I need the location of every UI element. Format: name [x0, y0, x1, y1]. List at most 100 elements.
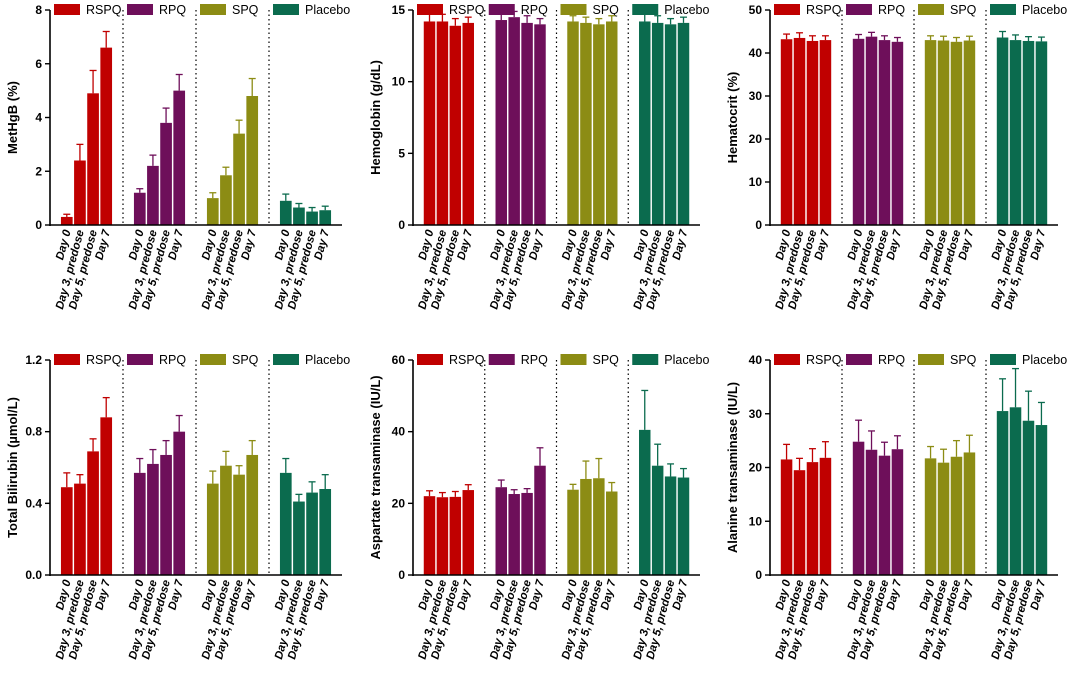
bar-spq-0: [206, 483, 219, 575]
y-tick-label: 20: [392, 496, 406, 510]
bar-placebo-0: [996, 411, 1009, 575]
legend-item-spq: SPQ: [200, 3, 259, 17]
bar-rspq-1: [436, 21, 449, 225]
bar-rpq-2: [160, 454, 172, 575]
bar-placebo-1: [651, 465, 664, 575]
bar-placebo-0: [279, 200, 292, 225]
bar-placebo-3: [677, 22, 690, 226]
bar-rspq-3: [819, 40, 832, 225]
bar-rpq-2: [521, 22, 533, 226]
legend-swatch: [417, 354, 443, 365]
y-tick-label: 5: [398, 146, 405, 160]
bar-rpq-3: [534, 24, 546, 226]
y-axis-title: Hemoglobin (g/dL): [368, 60, 383, 175]
legend-item-placebo: Placebo: [990, 353, 1067, 367]
legend-swatch: [560, 354, 587, 365]
y-tick-label: 10: [749, 514, 763, 528]
bar-placebo-0: [996, 37, 1009, 225]
bar-rpq-2: [160, 122, 172, 225]
legend-label: RPQ: [878, 3, 905, 17]
bar-placebo-1: [651, 22, 664, 226]
legend-swatch: [918, 4, 944, 15]
legend-swatch: [488, 354, 515, 365]
y-tick-label: 20: [749, 132, 763, 146]
bar-spq-2: [593, 24, 605, 226]
bar-rspq-0: [780, 459, 793, 575]
bar-placebo-2: [664, 476, 677, 575]
chart-alt: 0 10 20 30 40 Alanine transaminase (IU/L) RSPQ…: [725, 353, 1067, 661]
y-tick-label: 2: [35, 164, 42, 178]
legend-label: RSPQ: [86, 353, 122, 367]
bar-rpq-3: [173, 90, 186, 225]
legend-label: RPQ: [159, 353, 186, 367]
legend-item-rpq: RPQ: [846, 353, 905, 367]
y-tick-label: 0: [398, 568, 405, 582]
bar-placebo-2: [1022, 40, 1035, 226]
legend-swatch: [774, 4, 800, 15]
y-tick-label: 8: [35, 3, 42, 17]
bar-rpq-3: [173, 431, 186, 575]
bar-spq-0: [567, 21, 579, 225]
bar-placebo-3: [1035, 41, 1048, 225]
chart-bilirubin: 0.0 0.4 0.8 1.2 Total Bilirubin (µmol/L) RSPQ…: [5, 353, 350, 661]
legend-swatch: [200, 4, 226, 15]
legend-item-placebo: Placebo: [632, 3, 709, 17]
bar-rspq-2: [449, 496, 462, 575]
bar-spq-2: [233, 474, 245, 575]
legend-label: RSPQ: [86, 3, 122, 17]
chart-hemoglobin: 0 5 10 15 Hemoglobin (g/dL) RSPQ RPQ SPQ Placebo…: [368, 3, 709, 311]
bar-rpq-1: [147, 463, 159, 575]
bar-rpq-1: [865, 36, 878, 225]
bar-spq-0: [206, 198, 219, 225]
y-axis-title: Hematocrit (%): [725, 72, 740, 164]
legend-swatch: [560, 4, 587, 15]
bar-rpq-1: [508, 17, 520, 225]
legend-label: RSPQ: [449, 353, 485, 367]
bar-rpq-2: [521, 492, 533, 575]
y-tick-label: 20: [749, 461, 763, 475]
bar-spq-1: [937, 40, 950, 225]
y-tick-label: 0: [755, 218, 762, 232]
bar-spq-2: [950, 41, 963, 225]
bar-rspq-2: [87, 451, 99, 575]
bar-rspq-3: [100, 417, 113, 575]
y-tick-label: 40: [749, 353, 763, 367]
legend-swatch: [632, 4, 659, 15]
y-tick-label: 10: [392, 75, 406, 89]
bar-rspq-0: [60, 216, 73, 225]
y-axis-title: Total Bilirubin (µmol/L): [5, 397, 20, 538]
bar-rpq-2: [878, 40, 891, 225]
bar-placebo-2: [1022, 420, 1035, 575]
y-tick-label: 4: [35, 111, 42, 125]
bar-rpq-1: [865, 449, 878, 575]
bar-rpq-0: [495, 487, 507, 575]
legend-label: Placebo: [1022, 353, 1067, 367]
bar-rspq-2: [806, 40, 819, 226]
bar-placebo-1: [1009, 40, 1022, 225]
bar-placebo-3: [319, 489, 332, 575]
bar-placebo-0: [639, 429, 651, 575]
y-tick-label: 40: [749, 46, 763, 60]
y-tick-label: 0: [398, 218, 405, 232]
bar-rspq-2: [87, 93, 99, 225]
legend-item-rpq: RPQ: [127, 353, 186, 367]
bar-placebo-1: [293, 207, 305, 225]
bar-rspq-2: [806, 462, 819, 575]
bar-rspq-1: [74, 160, 86, 225]
legend-item-rpq: RPQ: [846, 3, 905, 17]
legend-item-rspq: RSPQ: [417, 3, 485, 17]
bar-placebo-0: [279, 472, 292, 575]
bar-rspq-0: [60, 487, 73, 575]
legend-label: SPQ: [593, 3, 620, 17]
legend-item-rpq: RPQ: [488, 353, 548, 367]
bar-rpq-1: [147, 165, 159, 225]
legend-swatch: [54, 4, 80, 15]
bar-rspq-3: [462, 22, 474, 226]
legend-label: SPQ: [232, 353, 259, 367]
legend-item-placebo: Placebo: [632, 353, 709, 367]
bar-rspq-3: [100, 47, 113, 225]
legend-item-placebo: Placebo: [273, 3, 350, 17]
y-tick-label: 0: [35, 218, 42, 232]
legend-swatch: [54, 354, 80, 365]
